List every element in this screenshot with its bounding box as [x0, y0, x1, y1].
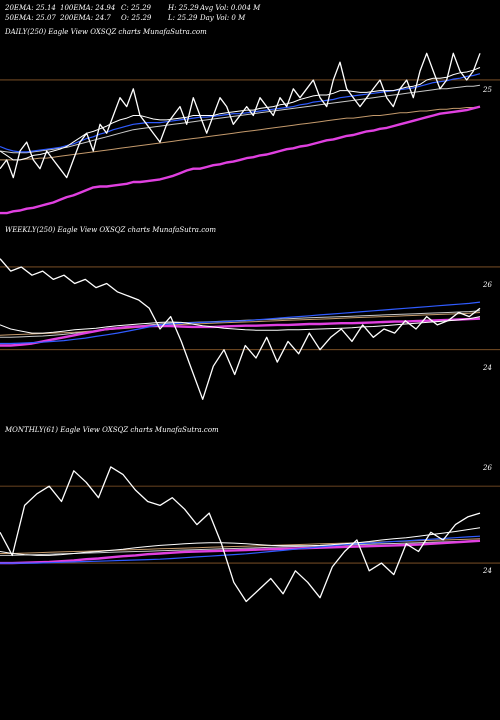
monthly-y-label-24: 24	[483, 567, 492, 575]
weekly-ema50-line	[0, 301, 481, 345]
header-avg-vol: Avg Vol: 0.004 M	[200, 4, 261, 12]
daily-ema200-line	[0, 106, 481, 161]
header-low: L: 25.29	[168, 14, 198, 22]
header-ema50: 50EMA: 25.07	[5, 14, 56, 22]
monthly-y-label-26: 26	[483, 464, 492, 472]
daily-price-line	[0, 52, 481, 179]
daily-y-label-25: 25	[483, 86, 492, 94]
monthly-ema-long-line	[0, 539, 481, 565]
weekly-ema20-line	[0, 316, 481, 334]
header-ema20: 20EMA: 25.14	[5, 4, 56, 12]
header-close: C: 25.29	[121, 4, 151, 12]
weekly-ema-long-line	[0, 317, 481, 347]
monthly-panel-title: MONTHLY(61) Eagle View OXSQZ charts Muna…	[5, 426, 219, 434]
monthly-price-line	[0, 466, 481, 603]
header-day-vol: Day Vol: 0 M	[200, 14, 246, 22]
weekly-price-line	[0, 258, 481, 400]
weekly-ema200-line	[0, 312, 481, 336]
header-open: O: 25.29	[121, 14, 152, 22]
header-high: H: 25.29	[168, 4, 199, 12]
daily-ema-long-line	[0, 105, 481, 215]
daily-panel-title: DAILY(250) Eagle View OXSQZ charts Munaf…	[5, 28, 207, 36]
monthly-ema20-line	[0, 527, 481, 556]
weekly-panel-title: WEEKLY(250) Eagle View OXSQZ charts Muna…	[5, 226, 216, 234]
weekly-y-label-26: 26	[483, 281, 492, 289]
header-ema100: 100EMA: 24.94	[60, 4, 116, 12]
monthly-ema50-line	[0, 535, 481, 564]
header-ema200: 200EMA: 24.7	[60, 14, 111, 22]
weekly-y-label-24: 24	[483, 364, 492, 372]
